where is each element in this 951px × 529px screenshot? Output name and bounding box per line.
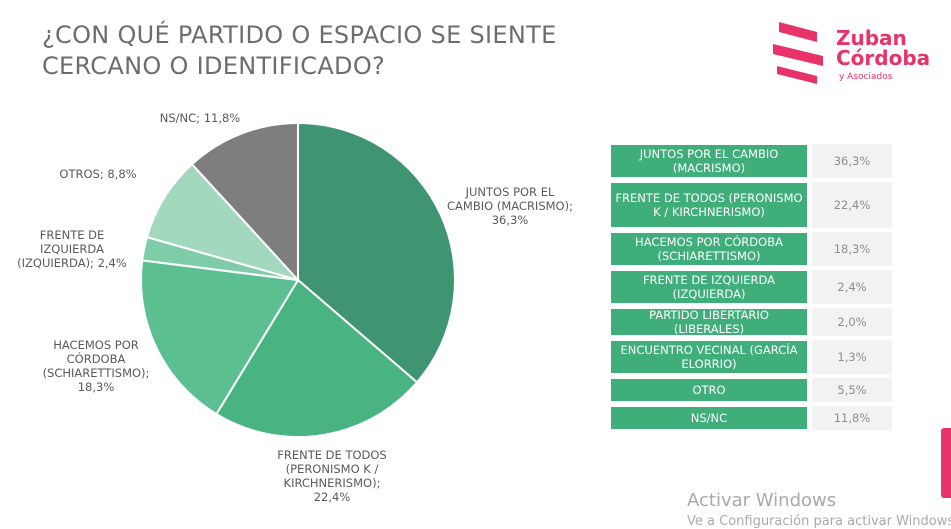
pie-label-line: FRENTE DE <box>39 228 105 242</box>
party-name-cell: PARTIDO LIBERTARIO (LIBERALES) <box>610 308 808 336</box>
pie-label-line: CÓRDOBA <box>66 352 126 366</box>
edge-tab <box>941 428 951 498</box>
pie-slice <box>215 278 419 438</box>
pie-label-line: HACEMOS POR <box>53 338 139 352</box>
table-row: OTRO 5,5% <box>610 378 892 402</box>
pie-slice-label: FRENTE DE IZQUIERDA (IZQUIERDA); 2,4% <box>0 228 147 270</box>
logo-wordmark: Zuban Córdoba <box>836 28 930 68</box>
pie-label-line: FRENTE DE TODOS <box>277 448 387 462</box>
party-name-cell: FRENTE DE IZQUIERDA (IZQUIERDA) <box>610 270 808 304</box>
party-value-cell: 2,0% <box>812 308 892 336</box>
activation-watermark-subtitle: Ve a Configuración para activar Windows <box>687 514 951 529</box>
pie-label-line: JUNTOS POR EL <box>465 185 555 199</box>
pie-label-line: (PERONISMO K / <box>285 462 379 476</box>
table-row: NS/NC 11,8% <box>610 406 892 430</box>
title-line-2: CERCANO O IDENTIFICADO? <box>42 52 386 80</box>
pie-slice-label: OTROS; 8,8% <box>23 167 173 181</box>
party-name-cell: FRENTE DE TODOS (PERONISMO K / KIRCHNERI… <box>610 182 808 228</box>
table-row: ENCUENTRO VECINAL (GARCÍA ELORRIO) 1,3% <box>610 340 892 374</box>
pie-label-line: (IZQUIERDA); 2,4% <box>17 256 127 270</box>
party-value-cell: 2,4% <box>812 270 892 304</box>
pie-label-line: 18,3% <box>77 380 115 394</box>
table-row: FRENTE DE IZQUIERDA (IZQUIERDA) 2,4% <box>610 270 892 304</box>
page-title: ¿CON QUÉ PARTIDO O ESPACIO SE SIENTE CER… <box>42 20 602 82</box>
pie-label-line: 36,3% <box>491 213 529 227</box>
pie-label-line: OTROS; 8,8% <box>59 167 137 181</box>
table-row: FRENTE DE TODOS (PERONISMO K / KIRCHNERI… <box>610 182 892 228</box>
table-row: HACEMOS POR CÓRDOBA (SCHIARETTISMO) 18,3% <box>610 232 892 266</box>
logo-line-2: Córdoba <box>836 46 931 70</box>
pie-slice-label: JUNTOS POR EL CAMBIO (MACRISMO); 36,3% <box>435 185 585 227</box>
party-value-cell: 18,3% <box>812 232 892 266</box>
party-value-cell: 5,5% <box>812 378 892 402</box>
pie-slice-label: FRENTE DE TODOS (PERONISMO K / KIRCHNERISM… <box>257 448 407 504</box>
brand-logo: Zuban Córdoba y Asociados <box>773 22 930 88</box>
party-value-cell: 36,3% <box>812 144 892 178</box>
table-row: JUNTOS POR EL CAMBIO (MACRISMO) 36,3% <box>610 144 892 178</box>
party-name-cell: HACEMOS POR CÓRDOBA (SCHIARETTISMO) <box>610 232 808 266</box>
logo-line-1: Zuban <box>836 26 907 50</box>
logo-subtitle: y Asociados <box>839 72 893 82</box>
party-name-cell: ENCUENTRO VECINAL (GARCÍA ELORRIO) <box>610 340 808 374</box>
pie-label-line: NS/NC; 11,8% <box>159 111 241 125</box>
pie-chart-svg <box>140 121 456 438</box>
pie-label-line: CAMBIO (MACRISMO); <box>447 199 573 213</box>
pie-label-line: KIRCHNERISMO); <box>283 476 381 490</box>
party-name-cell: JUNTOS POR EL CAMBIO (MACRISMO) <box>610 144 808 178</box>
pie-label-line: IZQUIERDA <box>40 242 104 256</box>
pie-slice-label: NS/NC; 11,8% <box>125 111 275 125</box>
pie-slice <box>297 121 456 384</box>
pie-label-line: (SCHIARETTISMO); <box>42 366 150 380</box>
party-value-cell: 11,8% <box>812 406 892 430</box>
title-line-1: ¿CON QUÉ PARTIDO O ESPACIO SE SIENTE <box>42 21 557 49</box>
party-name-cell: OTRO <box>610 378 808 402</box>
pie-slice-label: HACEMOS POR CÓRDOBA (SCHIARETTISMO); 18,3% <box>21 338 171 394</box>
logo-mark-icon <box>773 22 823 84</box>
pie-slice <box>145 162 302 282</box>
results-table: JUNTOS POR EL CAMBIO (MACRISMO) 36,3% FREN… <box>610 144 892 434</box>
pie-slice <box>140 259 300 416</box>
pie-chart: JUNTOS POR EL CAMBIO (MACRISMO); 36,3% FREN… <box>0 95 600 515</box>
party-name-cell: NS/NC <box>610 406 808 430</box>
activation-watermark-title: Activar Windows <box>687 490 837 511</box>
party-value-cell: 22,4% <box>812 182 892 228</box>
pie-slice <box>190 121 299 283</box>
pie-label-line: 22,4% <box>313 490 351 504</box>
table-row: PARTIDO LIBERTARIO (LIBERALES) 2,0% <box>610 308 892 336</box>
party-value-cell: 1,3% <box>812 340 892 374</box>
